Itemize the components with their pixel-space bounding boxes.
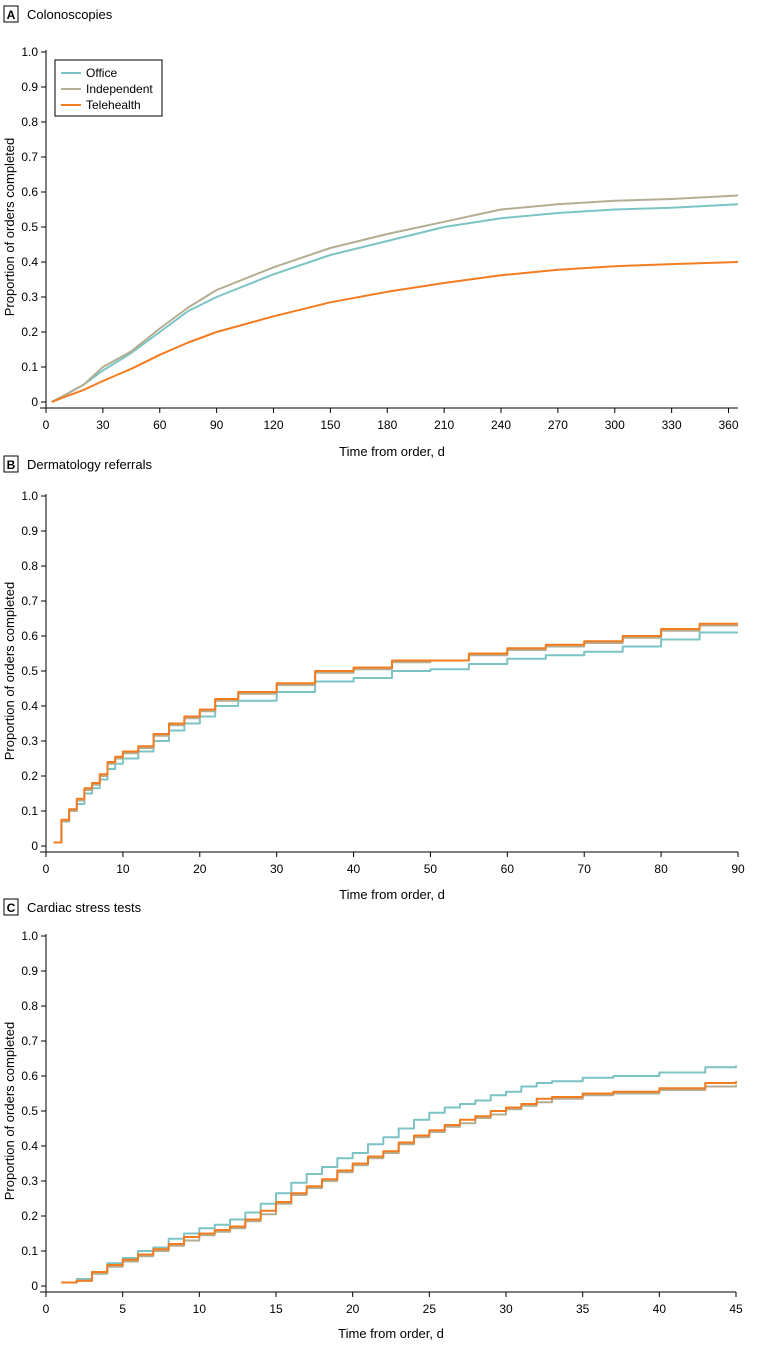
x-tick-label: 360	[719, 418, 739, 432]
x-tick-label: 80	[654, 862, 668, 876]
x-tick-label: 300	[605, 418, 625, 432]
y-tick-label: 1.0	[21, 929, 38, 943]
legend-label-telehealth: Telehealth	[86, 98, 141, 112]
y-tick-label: 0	[31, 1279, 38, 1293]
y-tick-label: 0.9	[21, 964, 38, 978]
y-tick-label: 0	[31, 839, 38, 853]
y-tick-label: 0.3	[21, 1174, 38, 1188]
x-tick-label: 5	[119, 1302, 126, 1316]
y-tick-label: 0.4	[21, 699, 38, 713]
x-tick-label: 90	[210, 418, 224, 432]
panel-letter-box	[3, 898, 19, 916]
x-tick-label: 30	[270, 862, 284, 876]
x-tick-label: 120	[263, 418, 283, 432]
series-line-independent	[61, 1084, 737, 1284]
x-tick-label: 15	[269, 1302, 283, 1316]
y-axis-title: Proportion of orders completed	[2, 582, 17, 760]
series-line-telehealth	[53, 622, 738, 844]
x-tick-label: 0	[43, 418, 50, 432]
y-tick-label: 0.5	[21, 1104, 38, 1118]
y-tick-label: 0.5	[21, 664, 38, 678]
series-line-telehealth	[61, 1081, 737, 1284]
x-tick-label: 150	[320, 418, 340, 432]
y-tick-label: 0.8	[21, 115, 38, 129]
y-tick-label: 0.9	[21, 524, 38, 538]
y-tick-label: 0.8	[21, 559, 38, 573]
panel-c: C Cardiac stress tests 0 0.1 0.2 0.3 0.4 0.5 0.6…	[2, 898, 743, 1341]
series-line-office	[53, 631, 738, 844]
x-tick-label: 10	[116, 862, 130, 876]
x-axis-title: Time from order, d	[339, 444, 445, 459]
x-tick-label: 20	[193, 862, 207, 876]
panel-letter-box	[3, 5, 19, 23]
x-tick-label: 70	[578, 862, 592, 876]
x-tick-label: 40	[653, 1302, 667, 1316]
y-tick-label: 0.1	[21, 1244, 38, 1258]
panel-title: Cardiac stress tests	[27, 900, 142, 915]
y-axis-title: Proportion of orders completed	[2, 138, 17, 316]
x-tick-label: 180	[377, 418, 397, 432]
panel-letter: C	[7, 901, 16, 915]
y-axis-title: Proportion of orders completed	[2, 1022, 17, 1200]
y-tick-label: 1.0	[21, 45, 38, 59]
x-tick-label: 60	[153, 418, 167, 432]
x-axis-title: Time from order, d	[339, 887, 445, 902]
panel-letter: B	[7, 458, 16, 472]
x-tick-label: 40	[347, 862, 361, 876]
y-tick-label: 0.4	[21, 255, 38, 269]
x-axis-title: Time from order, d	[338, 1326, 444, 1341]
y-tick-label: 0.3	[21, 734, 38, 748]
y-tick-label: 0.5	[21, 220, 38, 234]
panel-letter-box	[3, 455, 19, 473]
x-tick-label: 0	[43, 1302, 50, 1316]
y-tick-label: 0	[31, 395, 38, 409]
panel-title: Dermatology referrals	[27, 457, 152, 472]
series-line-telehealth	[51, 261, 739, 403]
y-tick-label: 0.6	[21, 629, 38, 643]
y-tick-label: 0.4	[21, 1139, 38, 1153]
x-tick-label: 10	[193, 1302, 207, 1316]
series-line-independent	[51, 194, 739, 403]
x-tick-label: 30	[96, 418, 110, 432]
x-tick-label: 0	[43, 862, 50, 876]
legend-label-office: Office	[86, 66, 117, 80]
y-tick-label: 0.1	[21, 804, 38, 818]
panel-letter: A	[7, 8, 16, 22]
panel-a: A Colonoscopies 0 0.1 0.2 0.3 0.4 0.5 0.6 0.7 0.8 0…	[2, 5, 739, 459]
y-tick-label: 0.3	[21, 290, 38, 304]
panel-title: Colonoscopies	[27, 7, 113, 22]
legend: Office Independent Telehealth	[54, 59, 163, 117]
x-tick-label: 35	[576, 1302, 590, 1316]
x-tick-label: 20	[346, 1302, 360, 1316]
legend-label-independent: Independent	[86, 82, 153, 96]
x-tick-label: 30	[499, 1302, 513, 1316]
y-tick-label: 0.2	[21, 325, 38, 339]
y-tick-label: 0.6	[21, 1069, 38, 1083]
x-tick-label: 240	[491, 418, 511, 432]
y-tick-label: 0.8	[21, 999, 38, 1013]
x-tick-label: 50	[424, 862, 438, 876]
y-tick-label: 0.9	[21, 80, 38, 94]
series-line-office	[61, 1065, 737, 1284]
x-tick-label: 330	[662, 418, 682, 432]
x-tick-label: 270	[548, 418, 568, 432]
x-tick-label: 45	[729, 1302, 743, 1316]
series-line-office	[51, 203, 739, 403]
y-tick-label: 1.0	[21, 489, 38, 503]
x-tick-label: 210	[434, 418, 454, 432]
y-tick-label: 0.2	[21, 1209, 38, 1223]
y-tick-label: 0.1	[21, 360, 38, 374]
x-tick-label: 25	[423, 1302, 437, 1316]
y-tick-label: 0.6	[21, 185, 38, 199]
y-tick-label: 0.2	[21, 769, 38, 783]
y-tick-label: 0.7	[21, 150, 38, 164]
y-tick-label: 0.7	[21, 594, 38, 608]
y-tick-label: 0.7	[21, 1034, 38, 1048]
x-tick-label: 60	[501, 862, 515, 876]
x-tick-label: 90	[731, 862, 745, 876]
panel-b: B Dermatology referrals 0 0.1 0.2 0.3 0.4 0.5 0.…	[2, 455, 745, 902]
